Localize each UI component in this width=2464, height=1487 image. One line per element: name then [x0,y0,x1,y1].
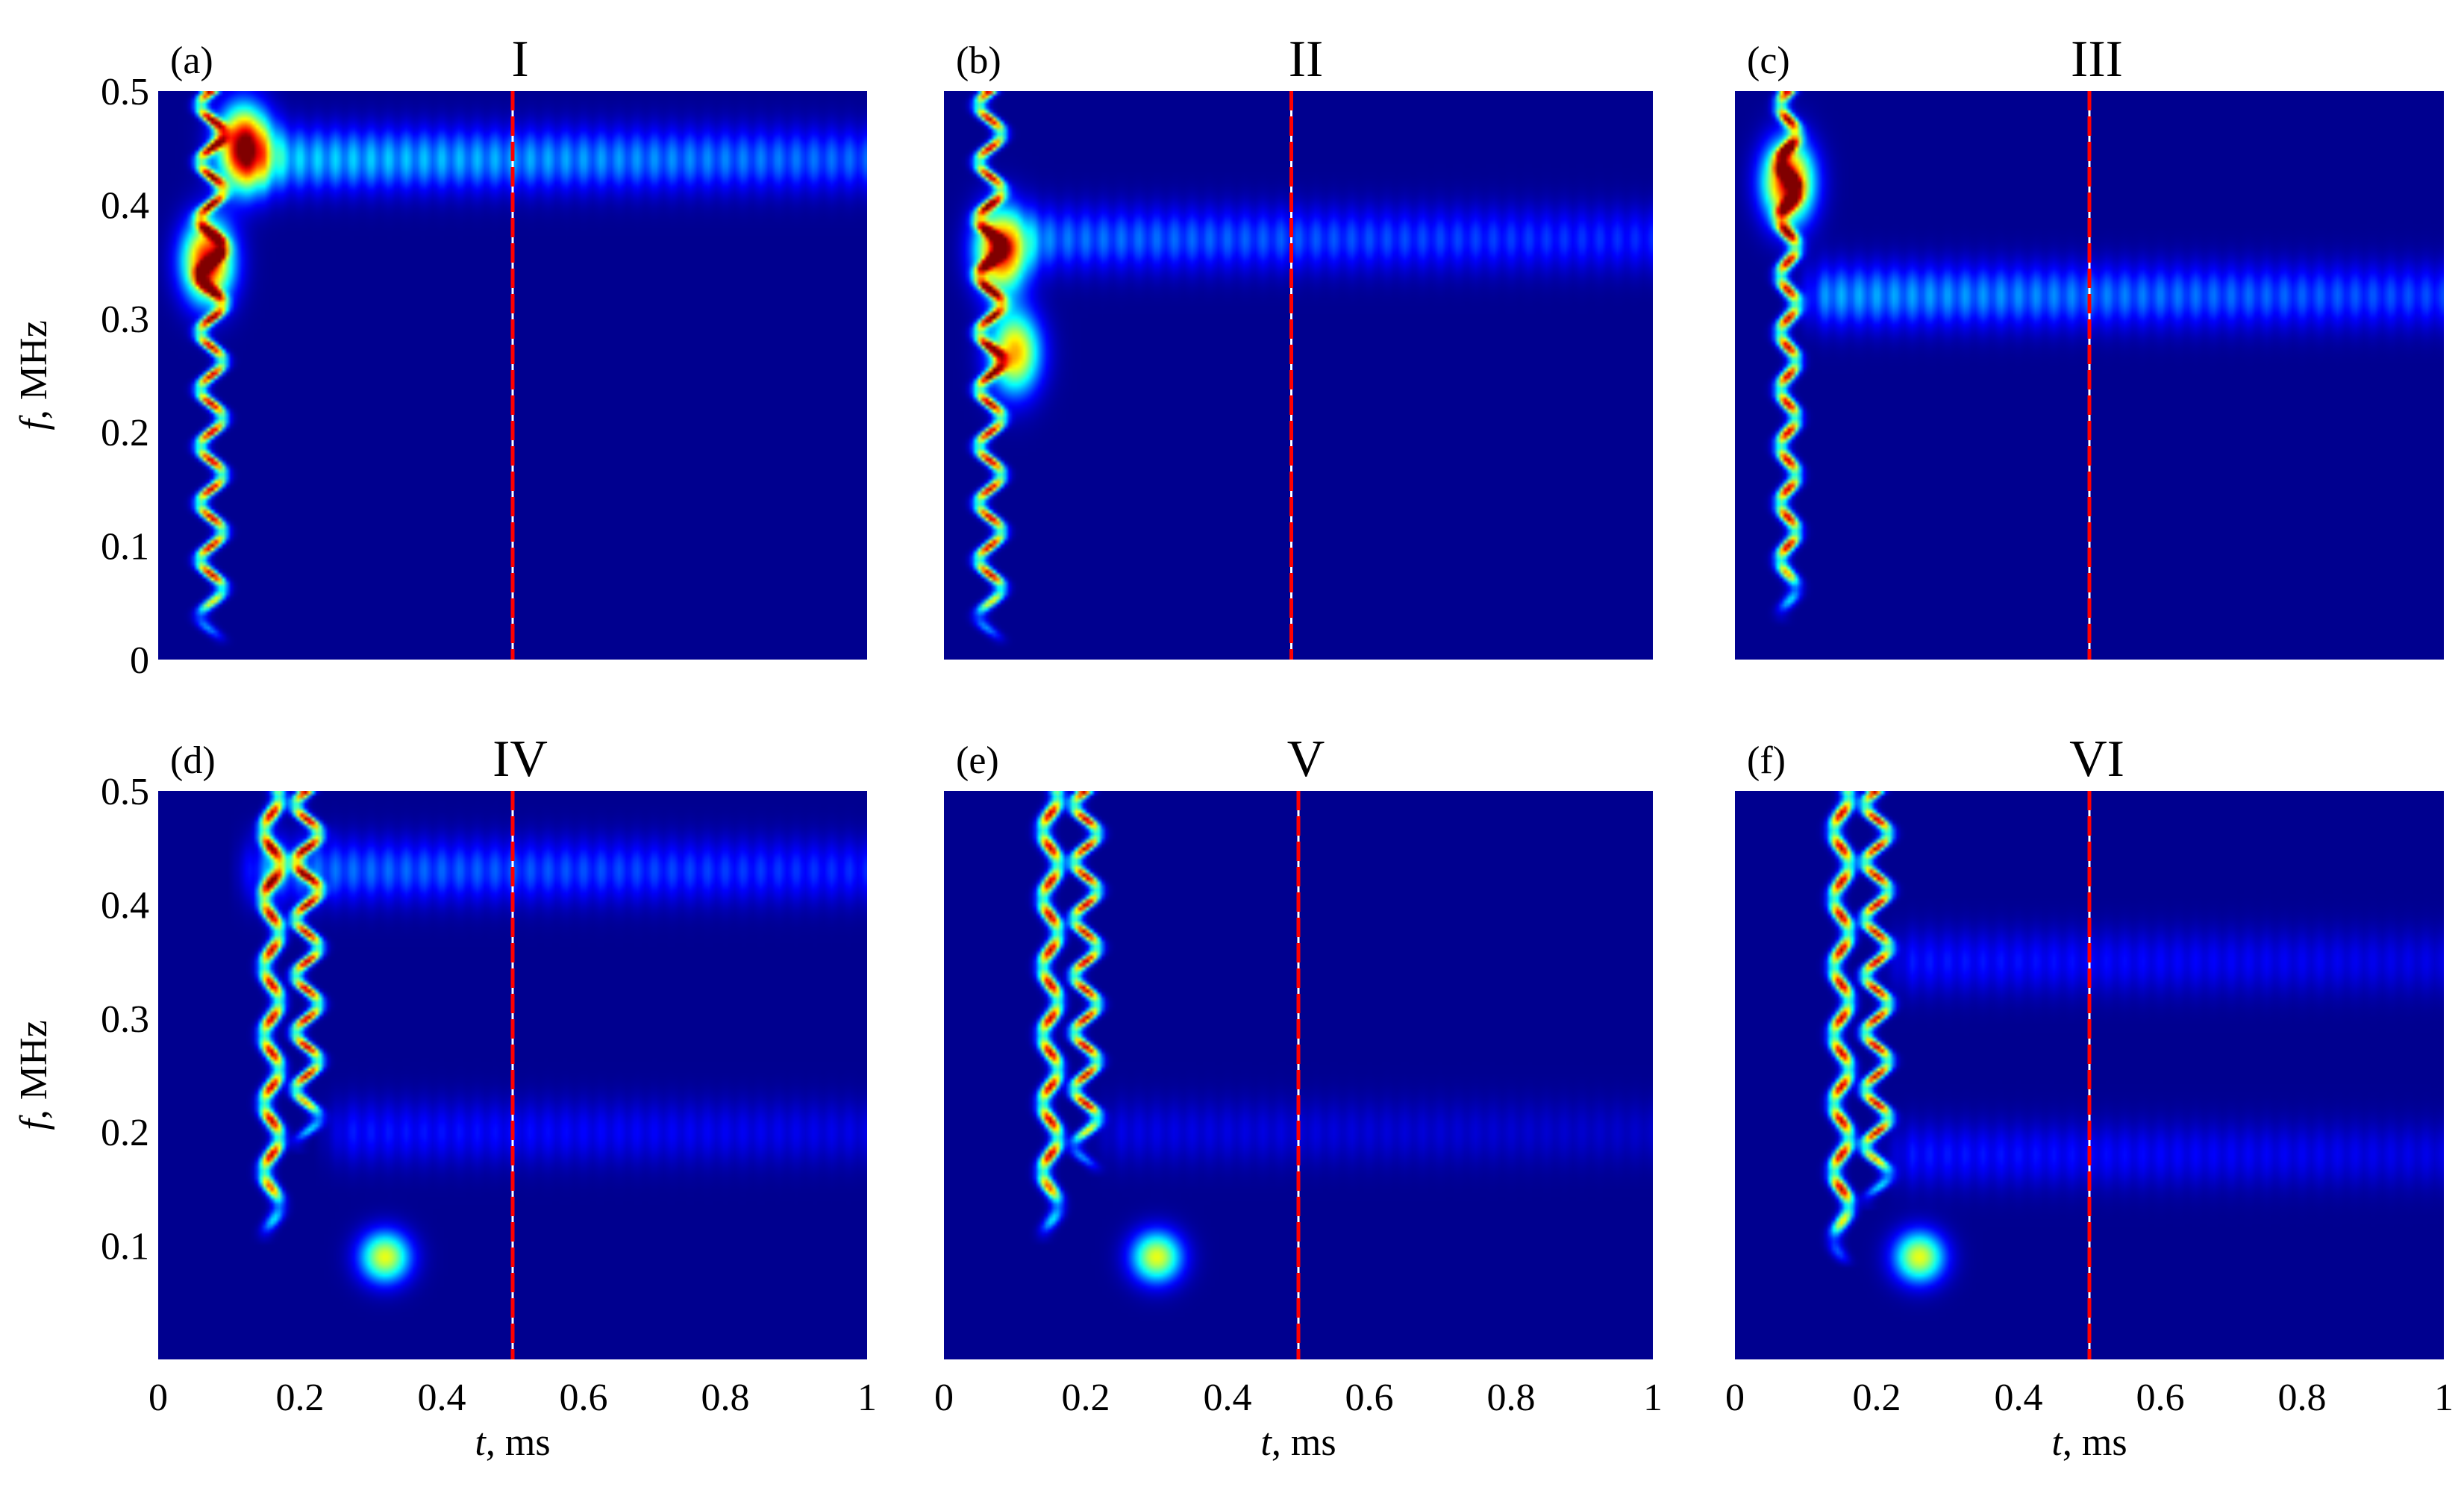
x-axis-label: t, ms [475,1421,550,1464]
x-tick-label: 1 [857,1377,877,1419]
y-tick-label: 0.2 [101,1112,149,1154]
x-axis-unit: , ms [2063,1421,2127,1464]
scalogram-heatmap [944,91,1653,660]
y-tick-label: 0.5 [101,771,149,813]
y-axis-unit: , MHz [13,320,55,419]
panel-label: (b) [956,40,1001,82]
x-axis-symbol: t [2051,1421,2063,1464]
x-tick-label: 0.8 [701,1377,750,1419]
y-tick-label: 0.1 [101,526,149,569]
panel-label: (c) [1747,40,1790,82]
x-tick-label: 0.2 [1853,1377,1901,1419]
panel-title: III [2071,31,2123,88]
panel-label: (f) [1747,739,1786,782]
panel-2: (b) II [944,31,1653,660]
x-tick-label: 1 [1643,1377,1663,1419]
y-axis-label: f, MHz [13,320,55,430]
y-tick-label: 0.4 [101,884,149,927]
x-axis-label: t, ms [1260,1421,1336,1464]
x-tick-label: 0.8 [1487,1377,1536,1419]
panel-title: IV [493,730,548,788]
x-tick-label: 0.6 [2136,1377,2185,1419]
x-tick-label: 0.6 [1345,1377,1394,1419]
panel-title: VI [2069,730,2124,788]
x-axis-label: t, ms [2051,1421,2127,1464]
x-tick-label: 0 [934,1377,954,1419]
panel-title: I [511,31,528,88]
x-axis-symbol: t [475,1421,487,1464]
panel-title: V [1287,730,1325,788]
x-tick-label: 0.4 [418,1377,466,1419]
panel-3: (c) III [1735,31,2444,660]
y-tick-label: 0.4 [101,184,149,227]
x-axis-unit: , ms [1272,1421,1336,1464]
panel-label: (e) [956,739,999,782]
x-tick-label: 0.6 [560,1377,608,1419]
x-tick-label: 0.8 [2278,1377,2327,1419]
x-tick-label: 0.4 [1995,1377,2043,1419]
y-tick-label: 0.3 [101,298,149,341]
panel-label: (d) [170,739,216,782]
panel-6: (f) VI 0 0.2 0.4 0.6 0.8 1 t, ms [1725,730,2454,1464]
y-tick-label: 0.1 [101,1226,149,1268]
panel-label: (a) [170,40,213,82]
y-axis-label: f, MHz [13,1020,55,1130]
y-tick-label: 0.2 [101,412,149,454]
y-tick-label: 0.5 [101,71,149,113]
x-tick-label: 0.2 [276,1377,325,1419]
x-axis-unit: , ms [486,1421,551,1464]
x-tick-label: 0 [148,1377,168,1419]
x-tick-label: 1 [2434,1377,2454,1419]
x-tick-label: 0.2 [1062,1377,1110,1419]
panel-5: (e) V 0 0.2 0.4 0.6 0.8 1 t, ms [934,730,1663,1464]
x-tick-label: 0 [1725,1377,1745,1419]
panel-title: II [1289,31,1324,88]
y-axis-unit: , MHz [13,1020,55,1119]
panel-4: (d) IV 0.1 0.2 0.3 0.4 0.5 0 0.2 0.4 0.6 0.8 1 t, ms f… [13,730,877,1464]
y-tick-label: 0.3 [101,998,149,1041]
x-tick-label: 0.4 [1204,1377,1252,1419]
x-axis-symbol: t [1260,1421,1272,1464]
panel-1: (a) I 0 0.1 0.2 0.3 0.4 0.5 f, MHz [13,31,867,682]
y-tick-label: 0 [130,639,149,682]
